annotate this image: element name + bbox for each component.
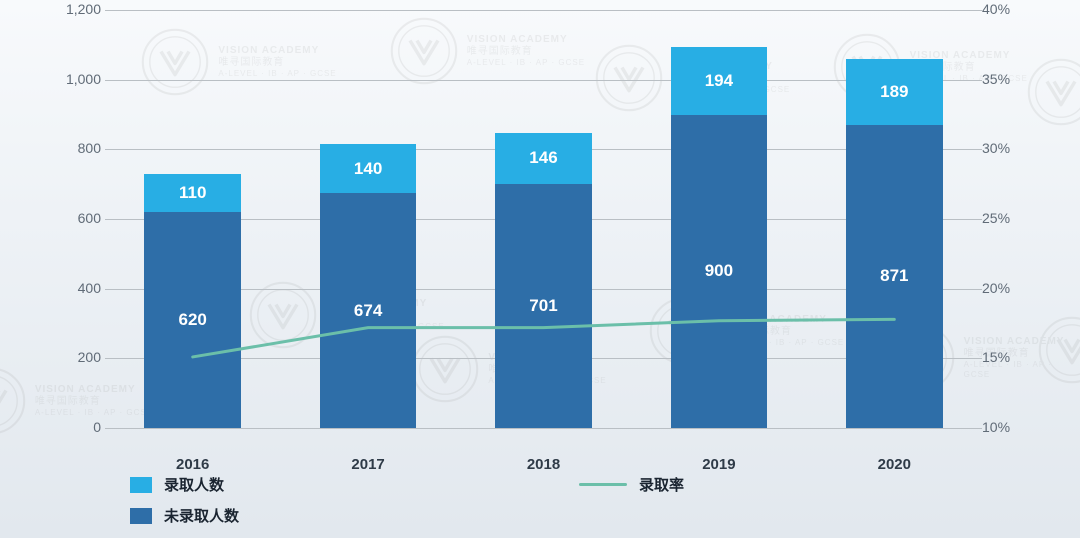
y-left-tick-label: 1,000	[41, 71, 101, 87]
y-left-tick-label: 1,200	[41, 1, 101, 17]
x-axis-tick-label: 2020	[878, 456, 911, 473]
y-right-tick-label: 15%	[982, 349, 1042, 365]
legend-swatch-rate	[579, 483, 627, 486]
gridline	[105, 428, 982, 429]
y-right-tick-label: 10%	[982, 419, 1042, 435]
bar-segment-admitted: 110	[144, 174, 240, 212]
bar-group: 674140	[320, 10, 416, 428]
legend-swatch-admitted	[130, 477, 152, 493]
x-axis-tick-label: 2017	[351, 456, 384, 473]
bar-group: 900194	[671, 10, 767, 428]
y-right-tick-label: 40%	[982, 1, 1042, 17]
x-axis-tick-label: 2018	[527, 456, 560, 473]
bar-segment-not-admitted: 871	[846, 125, 942, 428]
bar-segment-not-admitted: 620	[144, 212, 240, 428]
bar-segment-admitted: 194	[671, 47, 767, 115]
y-left-tick-label: 600	[41, 210, 101, 226]
y-right-tick-label: 35%	[982, 71, 1042, 87]
x-axis-tick-label: 2019	[702, 456, 735, 473]
bar-segment-admitted: 146	[495, 133, 591, 184]
bar-segment-admitted: 189	[846, 59, 942, 125]
legend-swatch-not-admitted	[130, 508, 152, 524]
y-left-tick-label: 400	[41, 280, 101, 296]
x-axis-tick-label: 2016	[176, 456, 209, 473]
bar-segment-not-admitted: 701	[495, 184, 591, 428]
y-right-tick-label: 30%	[982, 140, 1042, 156]
legend-label-not-admitted: 未录取人数	[164, 505, 239, 526]
y-left-tick-label: 800	[41, 140, 101, 156]
legend-label-rate: 录取率	[639, 474, 684, 495]
y-right-tick-label: 20%	[982, 280, 1042, 296]
bar-group: 701146	[495, 10, 591, 428]
y-left-tick-label: 200	[41, 349, 101, 365]
bar-segment-admitted: 140	[320, 144, 416, 193]
legend-item-rate: 录取率	[579, 474, 684, 495]
bar-segment-not-admitted: 900	[671, 115, 767, 429]
legend-item-not-admitted: 未录取人数	[130, 505, 239, 526]
chart-plot-area: 620110674140701146900194871189 020040060…	[105, 10, 982, 428]
bar-group: 620110	[144, 10, 240, 428]
legend-item-admitted: 录取人数	[130, 474, 239, 495]
bar-group: 871189	[846, 10, 942, 428]
bar-segment-not-admitted: 674	[320, 193, 416, 428]
legend-label-admitted: 录取人数	[164, 474, 224, 495]
chart-legend: 录取人数 未录取人数 录取率	[130, 474, 684, 526]
y-left-tick-label: 0	[41, 419, 101, 435]
y-right-tick-label: 25%	[982, 210, 1042, 226]
